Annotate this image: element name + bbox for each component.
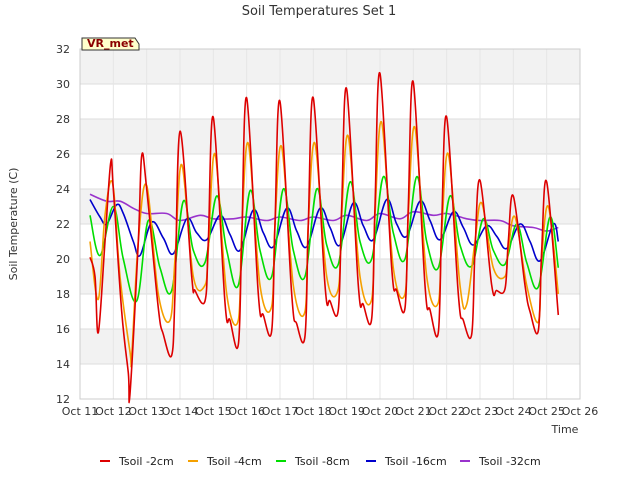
series-line-tsoil-2cm — [89, 72, 560, 404]
x-tick-label: Oct 22 — [428, 405, 465, 418]
x-tick-label: Oct 26 — [562, 405, 599, 418]
x-tick-label: Oct 17 — [262, 405, 299, 418]
x-tick-label: Oct 23 — [462, 405, 499, 418]
y-tick-label: 16 — [56, 323, 70, 336]
plot-band — [80, 364, 580, 399]
plot-frame — [79, 48, 581, 400]
x-tick-label: Oct 13 — [128, 405, 165, 418]
x-tick-label: Oct 15 — [195, 405, 232, 418]
chart-title: Soil Temperatures Set 1 — [242, 4, 397, 19]
legend-label: Tsoil -32cm — [478, 455, 541, 468]
x-tick-label: Oct 14 — [162, 405, 199, 418]
x-tick-label: Oct 12 — [95, 405, 132, 418]
x-axis-title: Time — [551, 423, 579, 436]
y-axis-title: Soil Temperature (C) — [7, 168, 20, 281]
x-tick-label: Oct 18 — [295, 405, 332, 418]
x-tick-label: Oct 25 — [528, 405, 565, 418]
y-tick-label: 20 — [56, 253, 70, 266]
y-tick-label: 26 — [56, 148, 70, 161]
badge-shape — [81, 37, 140, 51]
badge: VR_met — [81, 37, 140, 51]
plot-band — [80, 329, 580, 364]
plot-band — [80, 49, 580, 84]
y-tick-label: 14 — [56, 358, 70, 371]
legend-label: Tsoil -4cm — [206, 455, 262, 468]
y-tick-label: 24 — [56, 183, 70, 196]
y-tick-label: 22 — [56, 218, 70, 231]
y-tick-label: 28 — [56, 113, 70, 126]
x-tick-label: Oct 16 — [228, 405, 265, 418]
legend: Tsoil -2cm Tsoil -4cm Tsoil -8cm Tsoil -16c… — [100, 455, 541, 468]
plot-band — [80, 119, 580, 154]
plot-band — [80, 224, 580, 259]
plot-band — [80, 84, 580, 119]
legend-label: Tsoil -2cm — [118, 455, 174, 468]
y-axis-ticks: 12 14 16 18 20 22 24 26 28 30 32 — [56, 43, 70, 406]
plot-band — [80, 189, 580, 224]
series-lines — [89, 72, 560, 404]
y-tick-label: 18 — [56, 288, 70, 301]
plot-band — [80, 294, 580, 329]
legend-label: Tsoil -8cm — [294, 455, 350, 468]
x-tick-label: Oct 19 — [328, 405, 365, 418]
series-line-tsoil-4cm — [89, 121, 560, 368]
x-tick-label: Oct 24 — [495, 405, 532, 418]
x-tick-label: Oct 20 — [362, 405, 399, 418]
y-tick-label: 30 — [56, 78, 70, 91]
y-tick-label: 32 — [56, 43, 70, 56]
y-tick-label: 12 — [56, 393, 70, 406]
x-tick-label: Oct 21 — [395, 405, 432, 418]
badge-label: VR_met — [87, 37, 134, 50]
plot-band — [80, 154, 580, 189]
x-tick-label: Oct 11 — [62, 405, 99, 418]
legend-label: Tsoil -16cm — [384, 455, 447, 468]
